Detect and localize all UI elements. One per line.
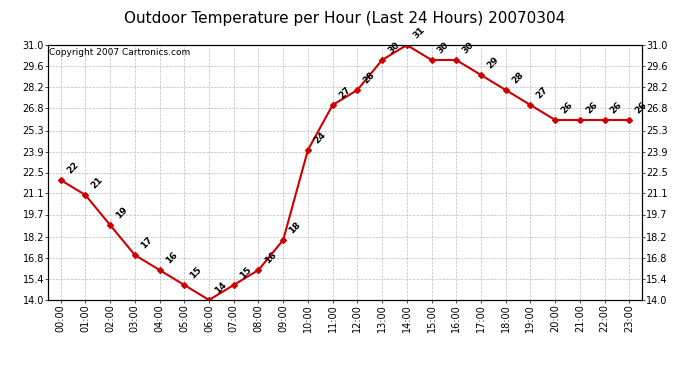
Text: 24: 24 [312,130,327,146]
Text: Outdoor Temperature per Hour (Last 24 Hours) 20070304: Outdoor Temperature per Hour (Last 24 Ho… [124,11,566,26]
Text: 26: 26 [633,100,649,116]
Text: Copyright 2007 Cartronics.com: Copyright 2007 Cartronics.com [50,48,190,57]
Text: 30: 30 [460,41,475,56]
Text: 18: 18 [287,220,302,236]
Text: 21: 21 [90,176,105,191]
Text: 26: 26 [584,100,599,116]
Text: 29: 29 [485,56,500,71]
Text: 27: 27 [337,86,352,101]
Text: 26: 26 [560,100,575,116]
Text: 28: 28 [510,70,525,86]
Text: 14: 14 [213,280,228,296]
Text: 28: 28 [362,70,377,86]
Text: 16: 16 [263,251,278,266]
Text: 22: 22 [65,160,80,176]
Text: 30: 30 [435,41,451,56]
Text: 16: 16 [164,251,179,266]
Text: 19: 19 [115,206,130,221]
Text: 26: 26 [609,100,624,116]
Text: 27: 27 [535,86,550,101]
Text: 31: 31 [411,26,426,41]
Text: 15: 15 [238,266,253,281]
Text: 30: 30 [386,41,402,56]
Text: 17: 17 [139,236,155,251]
Text: 15: 15 [188,266,204,281]
